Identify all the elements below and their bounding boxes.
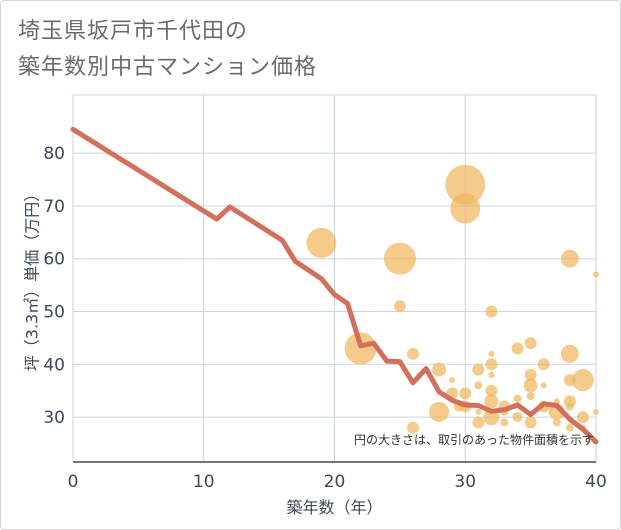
bubble-point [571,369,594,392]
bubble-point [432,362,447,377]
title-line-2: 築年数別中古マンション価格 [18,55,318,80]
x-tick-label: 40 [585,472,607,492]
bubble-point [344,332,377,365]
y-tick-label: 40 [43,355,65,375]
bubble-point [459,387,472,400]
average-line-series [70,126,599,445]
y-tick-label: 80 [43,144,65,164]
bubble-point [511,342,524,355]
grid-lines [72,94,597,463]
bubble-point [526,391,535,400]
bubble-point [552,418,561,427]
bubble-point [406,347,419,360]
x-tick-label: 10 [193,472,215,492]
bubble-point [560,344,579,363]
bubble-point [474,381,483,390]
bubble-point [524,337,537,350]
bubble-point [524,416,537,429]
bubble-point [540,382,547,389]
bubble-point [560,249,579,268]
bubble-point [485,305,498,318]
bubble-point [472,416,485,429]
bubble-point [524,368,537,381]
y-tick-label: 30 [43,408,65,428]
bubble-point [523,378,538,393]
bubble-point [406,421,419,434]
x-tick-label: 30 [454,472,476,492]
bubble-point [475,408,482,415]
bubble-point [488,350,495,357]
title-line-1: 埼玉県坂戸市千代田の [18,19,249,44]
bubble-point [513,394,522,403]
bubble-point [449,377,456,384]
bubble-series [306,164,599,434]
bubble-point [445,164,486,205]
bubble-point [488,371,495,378]
bubble-point [512,412,523,423]
bubble-point [472,363,485,376]
bubble-point [553,398,560,405]
axes: 0 10 20 30 40 30 40 50 60 70 80 [43,144,606,492]
bubble-point [485,384,498,397]
y-tick-label: 60 [43,250,65,270]
bubble-point [429,401,450,422]
bubble-point [393,300,406,313]
bubble-point [485,358,498,371]
bubble-point [383,242,416,275]
bubble-point [306,227,337,258]
bubble-point [593,271,599,278]
average-price-line [70,126,599,445]
bubble-point [484,394,499,409]
bubble-point [565,402,574,411]
bubble-point [565,423,574,432]
y-tick-label: 70 [43,197,65,217]
x-tick-label: 20 [324,472,346,492]
chart-title: 埼玉県坂戸市千代田の 築年数別中古マンション価格 [18,14,317,86]
bubble-point [450,193,481,224]
x-axis-title: 築年数（年） [286,498,382,517]
bubble-point [537,358,550,371]
y-tick-label: 50 [43,303,65,323]
y-axis-title: 坪（3.3㎡）単価（万円） [23,186,42,371]
bubble-point [500,418,509,427]
bubble-size-note: 円の大きさは、取引のあった物件面積を示す [354,432,594,447]
x-tick-label: 0 [68,472,79,492]
bubble-point [593,408,599,415]
bubble-point [576,411,589,424]
